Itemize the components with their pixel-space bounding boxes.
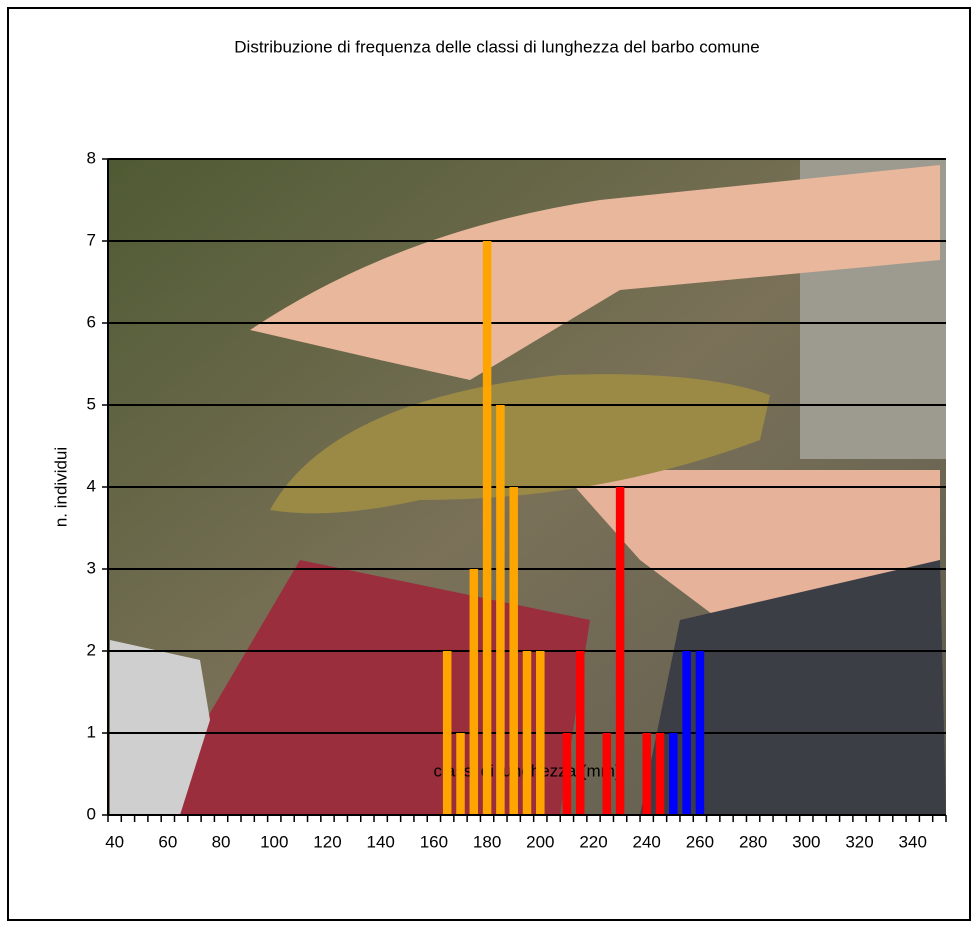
bar <box>575 651 585 815</box>
bar <box>642 733 651 815</box>
bar <box>482 241 492 815</box>
y-tick-label: 7 <box>87 230 96 249</box>
y-axis-label: n. individui <box>51 447 70 527</box>
x-tick-label: 300 <box>792 832 820 851</box>
bar <box>509 487 518 815</box>
bar <box>522 651 532 815</box>
x-tick-label: 160 <box>420 832 448 851</box>
x-tick-label: 260 <box>686 832 714 851</box>
y-tick-label: 6 <box>87 312 96 331</box>
bar <box>442 651 452 815</box>
x-tick-label: 60 <box>158 832 177 851</box>
x-tick-label: 140 <box>366 832 394 851</box>
chart-title: Distribuzione di frequenza delle classi … <box>234 37 759 56</box>
bar <box>469 569 479 815</box>
x-tick-label: 340 <box>899 832 927 851</box>
bar <box>562 733 572 815</box>
bar <box>536 651 545 815</box>
x-tick-label: 220 <box>579 832 607 851</box>
bar <box>695 651 705 815</box>
x-tick-label: 40 <box>105 832 124 851</box>
bar <box>496 405 505 815</box>
y-tick-label: 2 <box>87 640 96 659</box>
x-tick-label: 80 <box>212 832 231 851</box>
y-tick-label: 8 <box>87 148 96 167</box>
bar <box>602 733 612 815</box>
x-tick-label: 180 <box>473 832 501 851</box>
bar <box>615 487 625 815</box>
bar <box>456 733 465 815</box>
x-tick-label: 320 <box>845 832 873 851</box>
x-tick-label: 280 <box>739 832 767 851</box>
bar <box>682 651 691 815</box>
y-tick-label: 4 <box>87 476 96 495</box>
x-tick-label: 200 <box>526 832 554 851</box>
x-tick-label: 100 <box>260 832 288 851</box>
x-tick-label: 120 <box>313 832 341 851</box>
y-tick-label: 5 <box>87 394 96 413</box>
bar <box>669 733 678 815</box>
bar <box>655 733 665 815</box>
y-tick-label: 1 <box>87 722 96 741</box>
x-tick-label: 240 <box>633 832 661 851</box>
y-tick-label: 0 <box>87 804 96 823</box>
y-tick-label: 3 <box>87 558 96 577</box>
